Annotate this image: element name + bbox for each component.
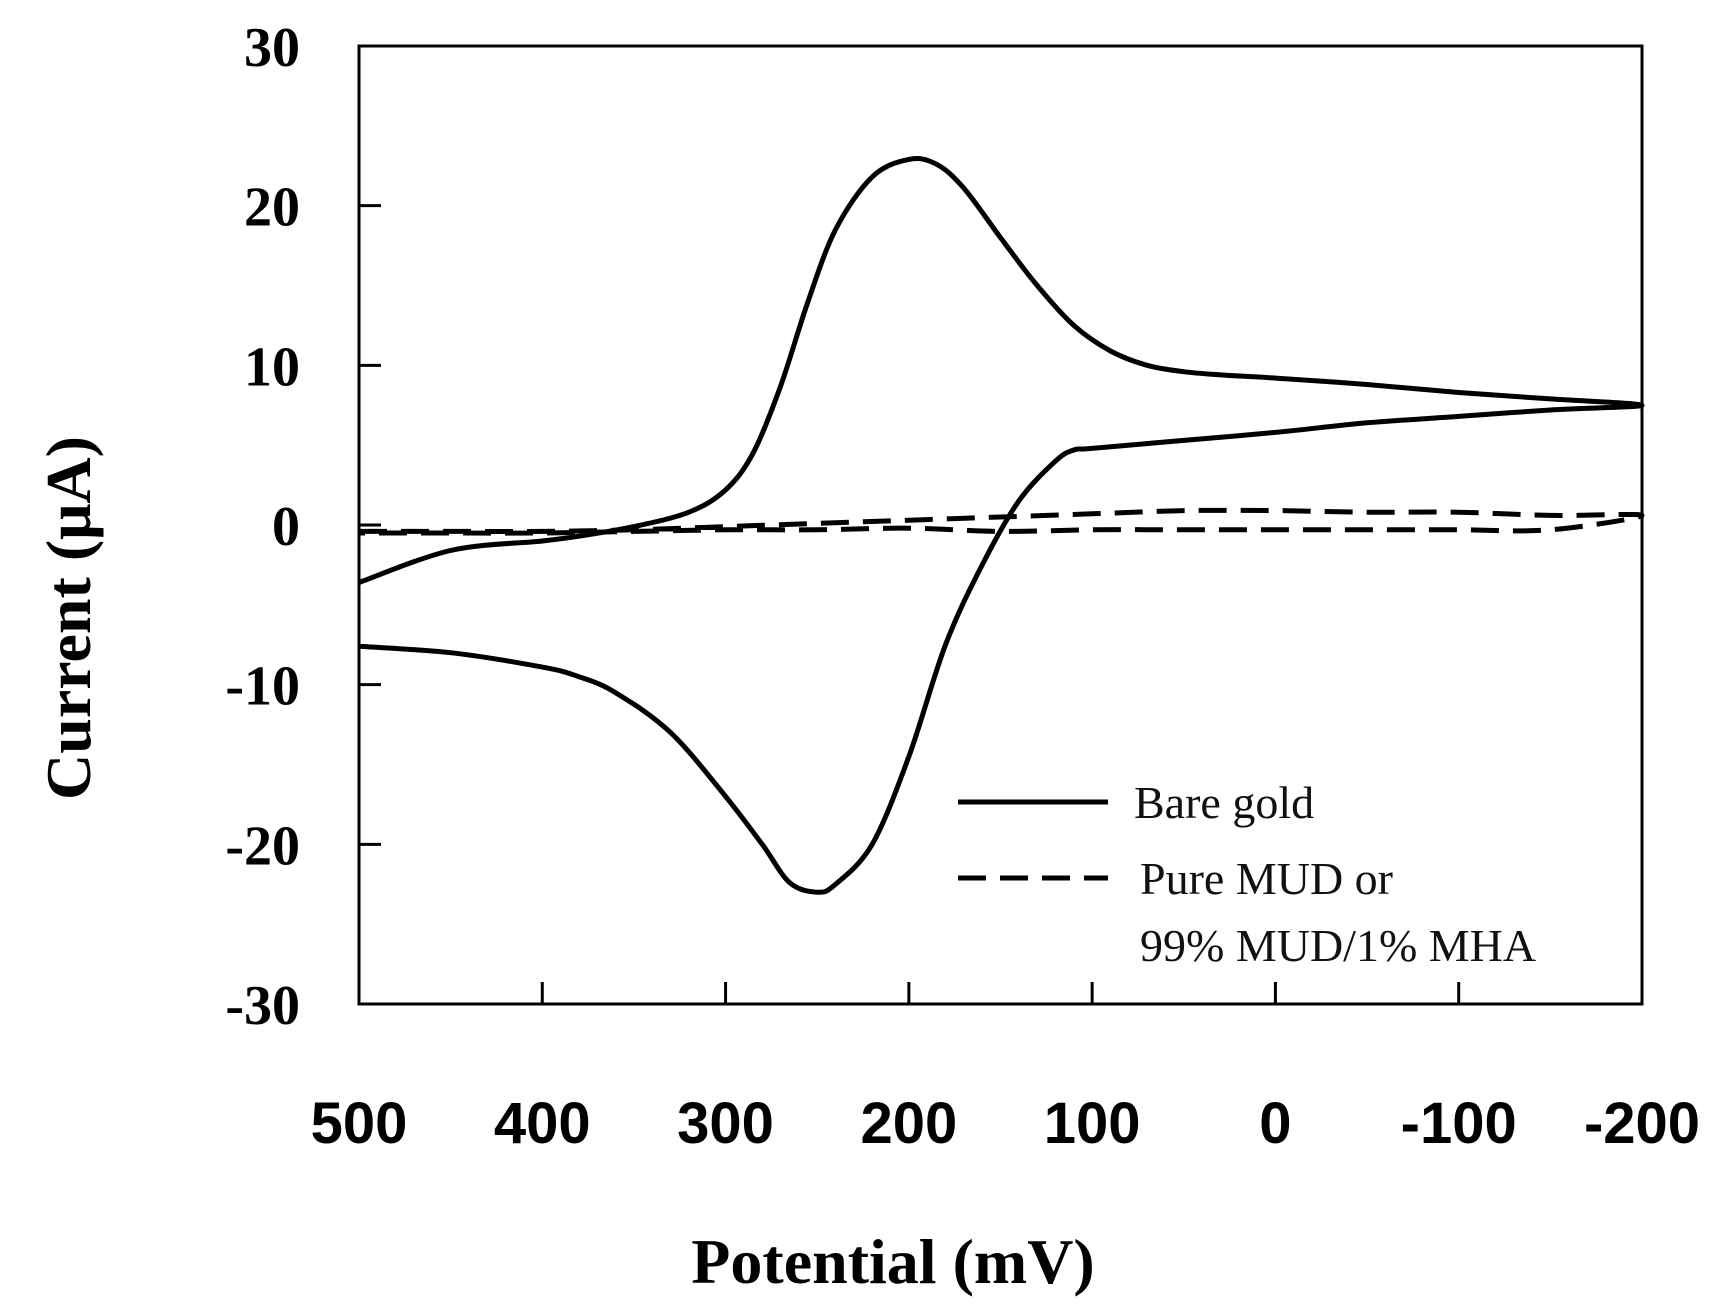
- legend-label-bare-gold: Bare gold: [1134, 777, 1314, 828]
- legend-label-mud-mha: 99% MUD/1% MHA: [1140, 920, 1536, 971]
- series-line-bare-gold: [358, 156, 1645, 895]
- y-tick-label: -20: [225, 815, 300, 877]
- x-tick-label: 0: [1259, 1091, 1291, 1156]
- series-layer: [358, 156, 1645, 895]
- y-tick-label: -30: [225, 975, 300, 1037]
- x-tick-label: 300: [677, 1091, 774, 1156]
- legend: Bare gold Pure MUD or 99% MUD/1% MHA: [958, 777, 1536, 971]
- y-tick-label: -10: [225, 656, 300, 718]
- x-tick-label: 100: [1044, 1091, 1141, 1156]
- y-axis-ticks: 30 20 10 0 -10 -20 -30: [225, 17, 381, 1037]
- y-tick-label: 20: [244, 177, 300, 239]
- x-tick-label: -100: [1401, 1091, 1517, 1156]
- y-tick-label: 30: [244, 17, 300, 79]
- y-axis-title: Current (μA): [33, 436, 104, 800]
- legend-label-pure-mud: Pure MUD or: [1140, 853, 1393, 904]
- y-tick-label: 0: [272, 496, 300, 558]
- x-tick-label: -200: [1584, 1091, 1700, 1156]
- series-line-pure-mud: [359, 507, 1645, 536]
- x-tick-label: 500: [311, 1091, 408, 1156]
- x-tick-label: 400: [494, 1091, 591, 1156]
- y-tick-label: 10: [244, 336, 300, 398]
- x-tick-label: 200: [860, 1091, 957, 1156]
- x-axis-ticks: 500 400 300 200 100 0 -100 -200: [311, 982, 1700, 1156]
- plot-frame: [357, 44, 1644, 1006]
- x-axis-title: Potential (mV): [691, 1226, 1094, 1297]
